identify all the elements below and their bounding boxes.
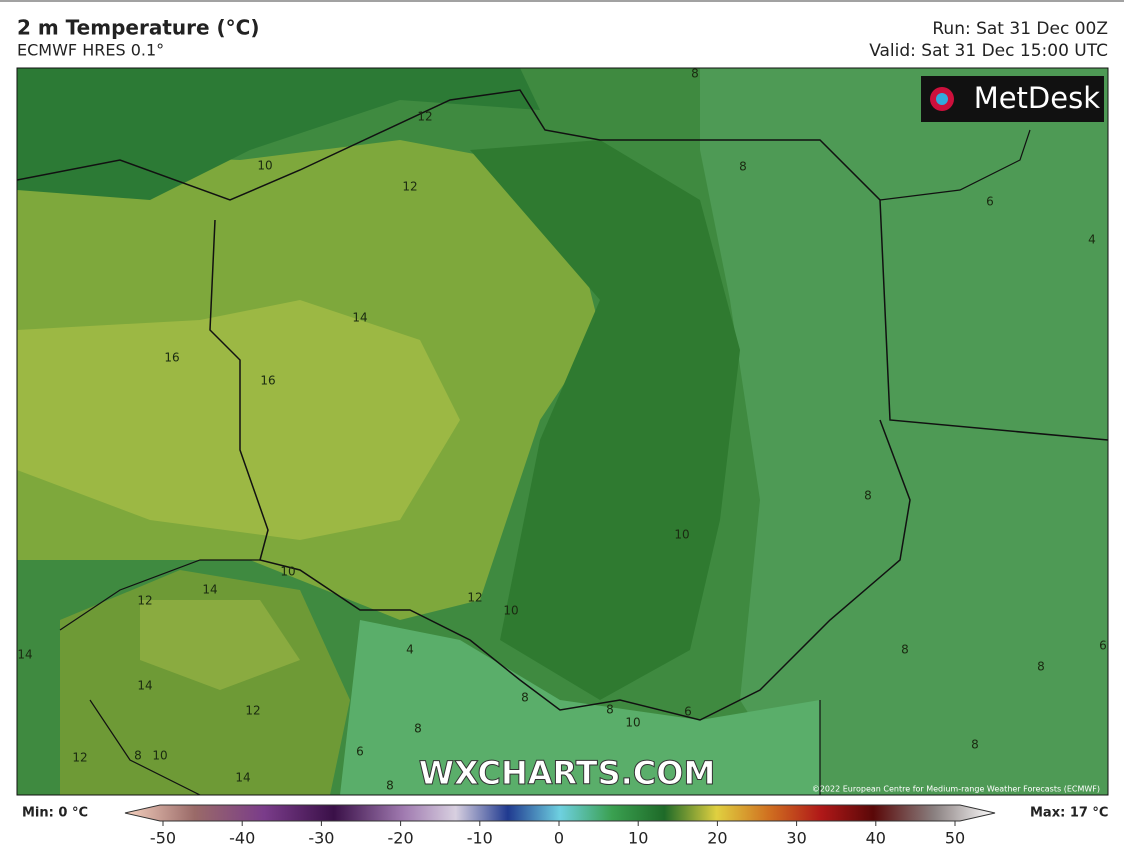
scale-tick-label: -50: [150, 829, 176, 848]
contour-label: 14: [352, 311, 367, 325]
valid-time: Valid: Sat 31 Dec 15:00 UTC: [869, 41, 1108, 61]
run-time: Run: Sat 31 Dec 00Z: [932, 19, 1108, 39]
contour-label: 14: [235, 771, 250, 785]
title: 2 m Temperature (°C): [17, 16, 259, 40]
scale-tick-label: 50: [945, 829, 965, 848]
contour-label: 8: [386, 779, 394, 793]
contour-label: 6: [986, 195, 994, 209]
contour-label: 4: [1088, 233, 1096, 247]
contour-label: 10: [674, 528, 689, 542]
central-cool-field: [470, 140, 740, 700]
contour-label: 6: [1099, 639, 1107, 653]
color-scale-ticks: -50 -40 -30 -20 -10 0 10 20 30 40 50: [150, 821, 965, 848]
contour-label: 16: [164, 351, 179, 365]
contour-label: 8: [134, 749, 142, 763]
logo-text: MetDesk: [974, 81, 1101, 115]
map-frame: [16, 67, 1109, 796]
contour-label: 6: [356, 745, 364, 759]
east-field: [700, 68, 1108, 795]
contour-label: 6: [684, 705, 692, 719]
warm-field: [17, 300, 460, 540]
watermark: WXCHARTS.COM: [419, 754, 716, 792]
contour-label: 12: [417, 110, 432, 124]
contour-label: 10: [280, 565, 295, 579]
logo-icon: [936, 93, 948, 105]
scale-tick-label: -40: [229, 829, 255, 848]
contour-label: 8: [971, 738, 979, 752]
contour-label: 12: [245, 704, 260, 718]
contour-label: 12: [72, 751, 87, 765]
baltic-field: [17, 68, 540, 200]
mountain-field: [340, 620, 820, 795]
contour-label: 12: [137, 594, 152, 608]
contour-label: 12: [467, 591, 482, 605]
contour-label: 8: [521, 691, 529, 705]
scale-tick-label: 30: [786, 829, 806, 848]
scale-tick-label: 0: [554, 829, 564, 848]
border-line: [17, 89, 1108, 441]
subtitle: ECMWF HRES 0.1°: [17, 41, 164, 60]
contour-label: 10: [503, 604, 518, 618]
contour-label: 10: [257, 159, 272, 173]
border-line: [209, 219, 911, 721]
contour-label: 8: [414, 722, 422, 736]
contour-label: 8: [864, 489, 872, 503]
contour-label: 10: [625, 716, 640, 730]
contour-label: 16: [260, 374, 275, 388]
scale-tick-label: 10: [628, 829, 648, 848]
legend-max: Max: 17 °C: [1030, 806, 1108, 821]
legend-min: Min: 0 °C: [22, 806, 88, 821]
scale-tick-label: -10: [467, 829, 493, 848]
contour-label: 8: [1037, 660, 1045, 674]
contour-label: 14: [137, 679, 152, 693]
scale-tick-label: -20: [388, 829, 414, 848]
scale-tick-label: 40: [866, 829, 886, 848]
scale-tick-label: -30: [308, 829, 334, 848]
contour-label: 8: [606, 703, 614, 717]
scale-tick-label: 20: [707, 829, 727, 848]
copyright: ©2022 European Centre for Medium-range W…: [812, 785, 1100, 794]
bohemia-warm: [140, 600, 300, 690]
color-scale: [124, 804, 996, 822]
map: 12 10 12 8 8 6 4 14 16 16 8 10 10 14 12 12 10 4 14 14 8 12 8 10…: [17, 67, 1108, 795]
contour-label: 8: [739, 160, 747, 174]
contour-label: 14: [17, 648, 32, 662]
contour-label: 12: [402, 180, 417, 194]
contour-label: 8: [691, 67, 699, 81]
contour-label: 8: [901, 643, 909, 657]
contour-label: 14: [202, 583, 217, 597]
border-line: [59, 129, 1031, 795]
contour-labels: 12 10 12 8 8 6 4 14 16 16 8 10 10 14 12 12 10 4 14 14 8 12 8 10…: [17, 67, 1107, 793]
contour-label: 4: [406, 643, 414, 657]
contour-label: 10: [152, 749, 167, 763]
